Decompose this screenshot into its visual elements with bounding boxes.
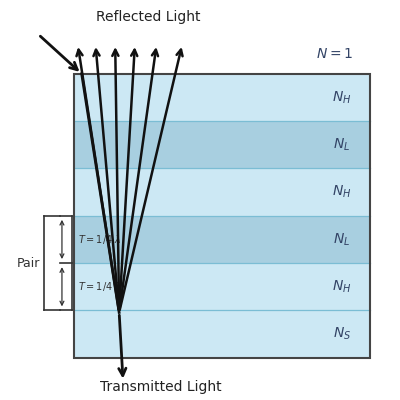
Bar [74, 168, 370, 216]
Text: $N_H$: $N_H$ [332, 278, 352, 295]
Text: $N_H$: $N_H$ [332, 184, 352, 200]
Bar [74, 121, 370, 168]
Text: $N_L$: $N_L$ [333, 136, 351, 153]
Bar [74, 263, 370, 310]
Text: $T = 1/4\ \lambda$: $T = 1/4\ \lambda$ [78, 280, 121, 293]
Text: $T = 1/4\ \lambda$: $T = 1/4\ \lambda$ [78, 233, 121, 246]
Text: Reflected Light: Reflected Light [96, 10, 201, 24]
Text: $N_H$: $N_H$ [332, 89, 352, 106]
Bar [74, 216, 370, 263]
Text: $N_S$: $N_S$ [333, 326, 351, 342]
Bar [74, 310, 370, 358]
Text: $N_L$: $N_L$ [333, 231, 351, 248]
Text: Pair: Pair [17, 257, 40, 270]
Bar [74, 74, 370, 121]
Bar [74, 74, 370, 358]
Text: $N = 1$: $N = 1$ [316, 47, 353, 61]
Text: Transmitted Light: Transmitted Light [100, 380, 221, 394]
